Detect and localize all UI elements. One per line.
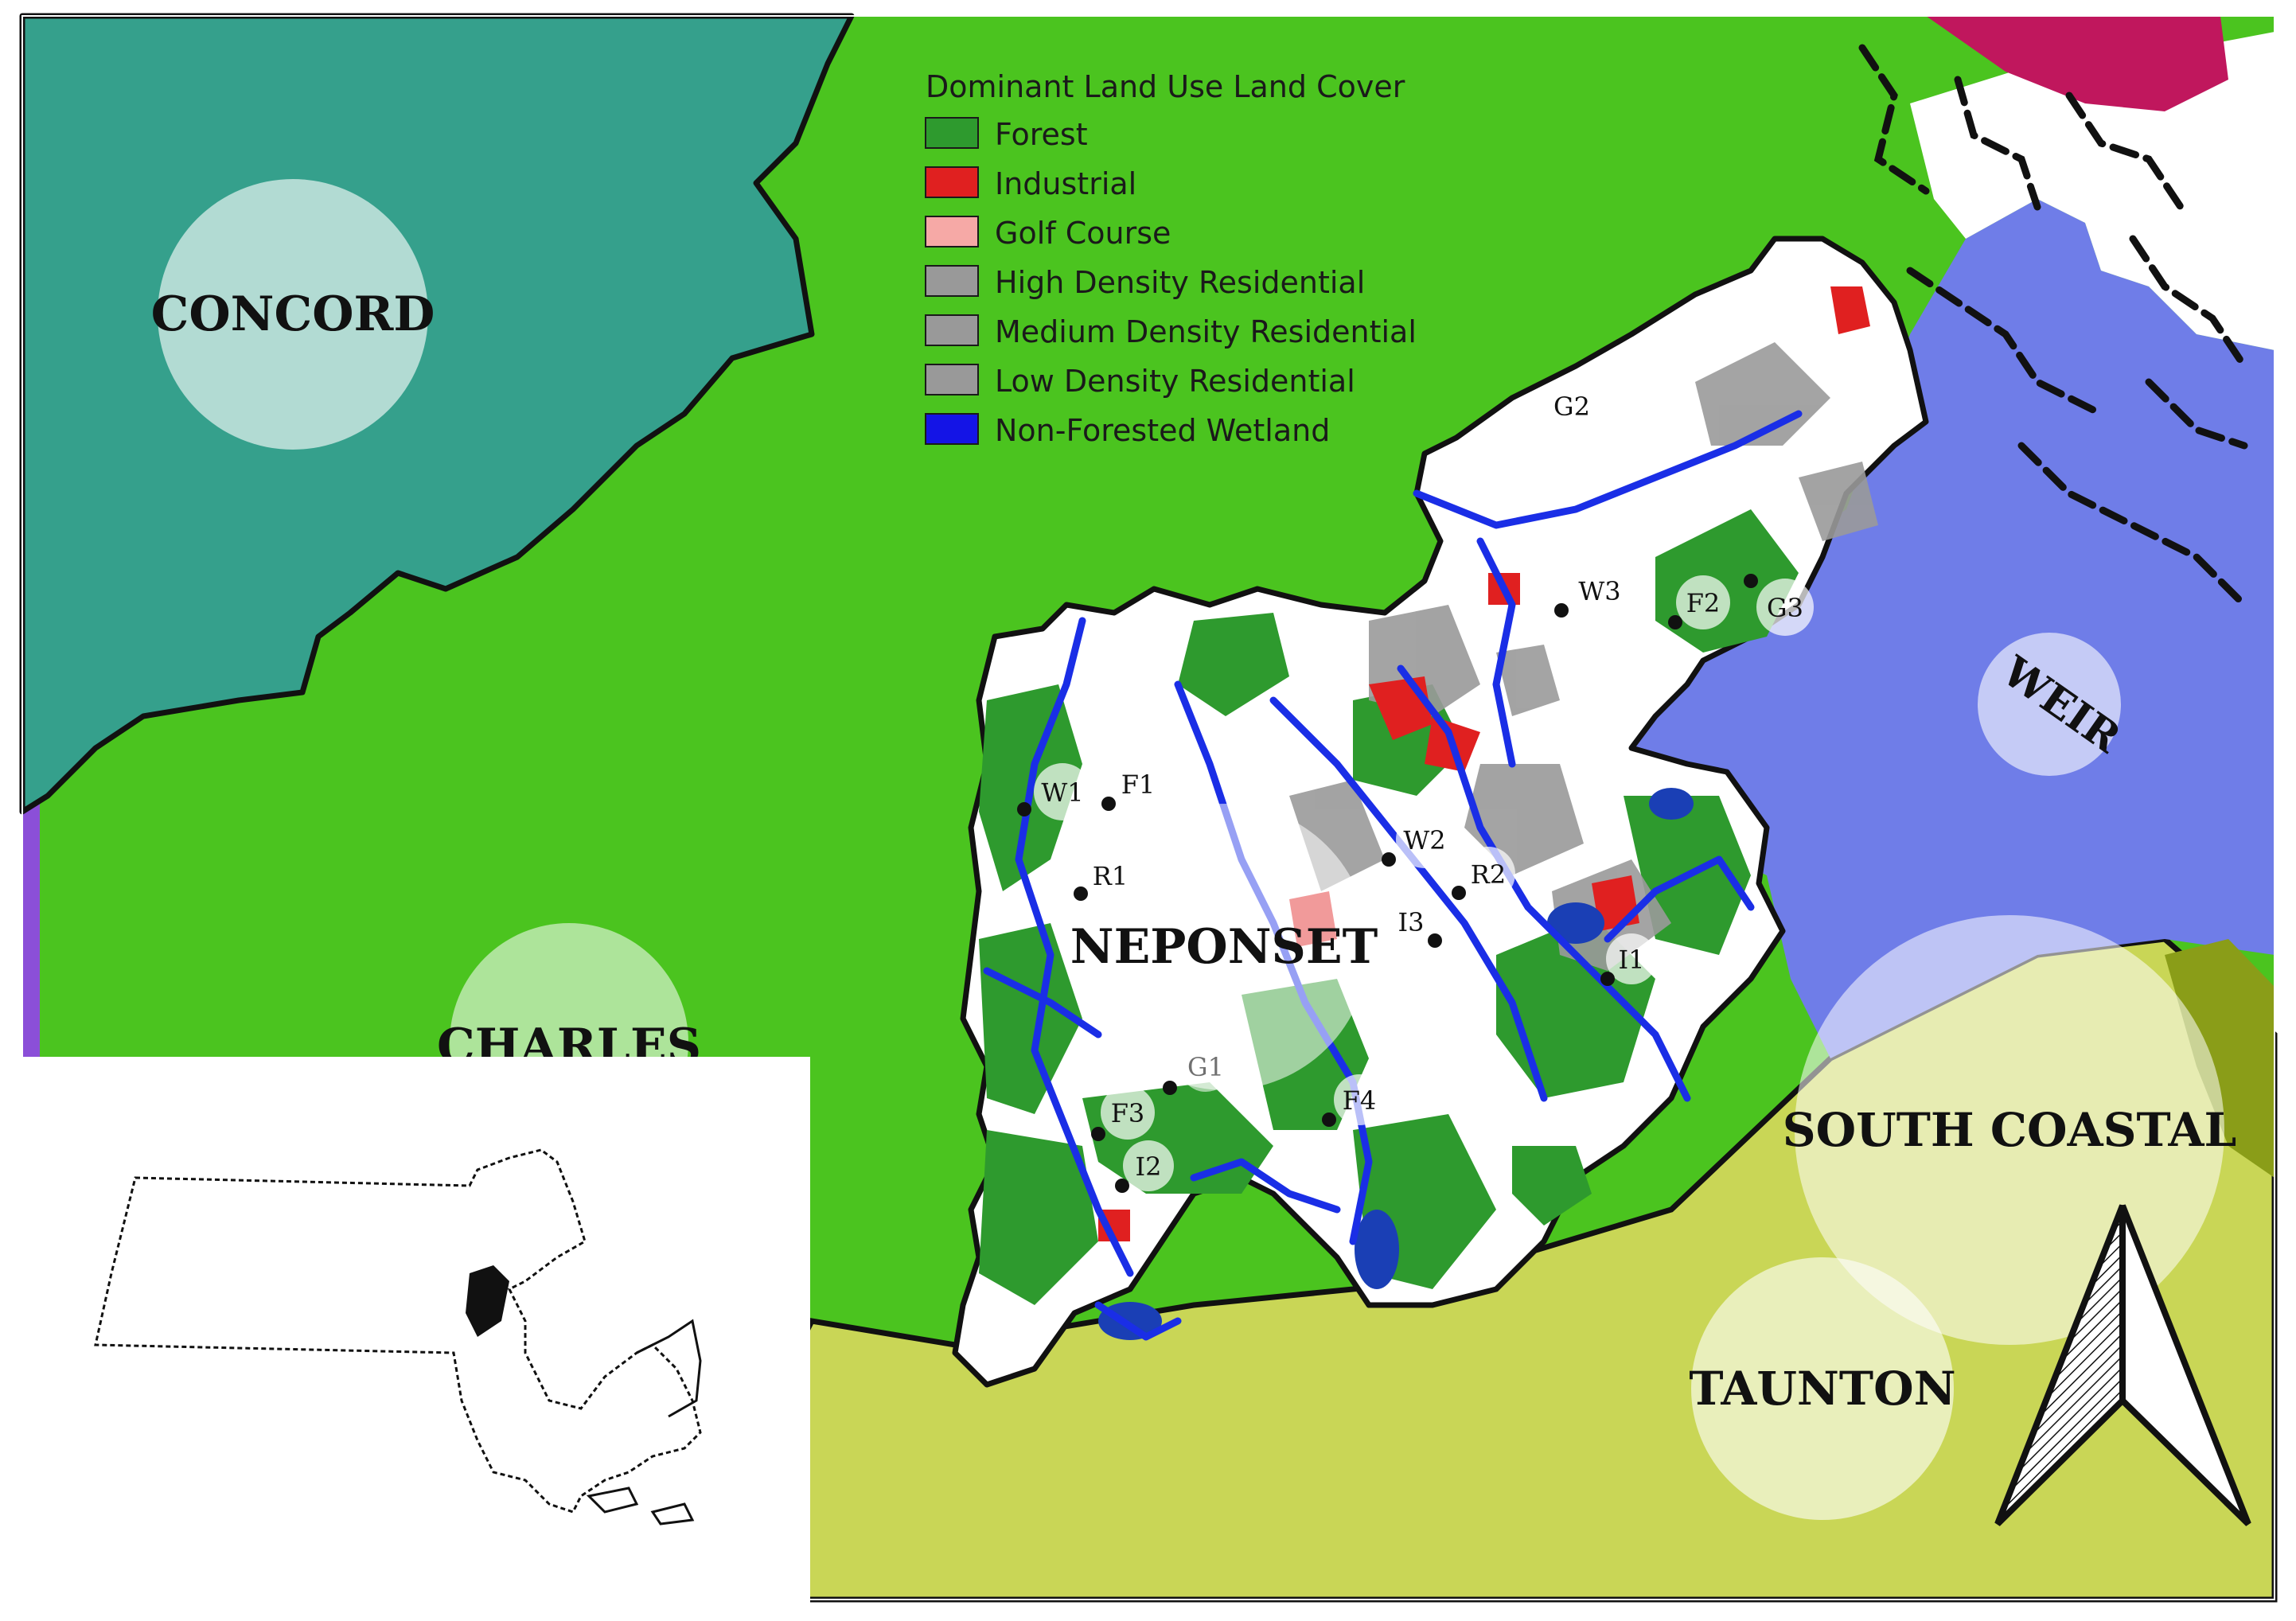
legend-swatch-low-density-residential [925,364,979,396]
legend-label-high-density-residential: High Density Residential [995,265,1365,300]
neponset-marker [1082,804,1369,1090]
legend-item-non-forested-wetland: Non-Forested Wetland [925,413,1330,448]
site-r2-label: R2 [1471,859,1506,890]
north-arrow-icon [1994,1204,2251,1526]
sampling-sites: W1 F1 R1 W2 R2 I3 I1 [1017,377,1814,1193]
site-i1-label: I1 [1619,945,1645,975]
legend-item-low-density-residential: Low Density Residential [925,364,1355,399]
site-g2-label: G2 [1553,392,1590,422]
legend-label-golf-course: Golf Course [995,216,1171,251]
olive-basin-area [2165,939,2275,1178]
legend-item-high-density-residential: High Density Residential [925,265,1365,300]
legend-swatch-forest [925,117,979,149]
site-f3[interactable]: F3 [1091,1085,1155,1141]
neponset-label: NEPONSET [1070,919,1378,975]
site-f1-label: F1 [1121,770,1156,800]
legend-label-forest: Forest [995,117,1088,152]
site-r1-label: R1 [1093,861,1128,891]
coastline-dashes [1858,44,2248,609]
legend-swatch-golf-course [925,216,979,247]
legend-title: Dominant Land Use Land Cover [926,69,1405,104]
inset-map-panel [0,1057,810,1614]
legend-label-low-density-residential: Low Density Residential [995,364,1355,399]
legend-swatch-high-density-residential [925,265,979,297]
legend-swatch-industrial [925,166,979,198]
site-w1[interactable]: W1 [1017,763,1091,820]
legend-label-medium-density-residential: Medium Density Residential [995,314,1417,349]
site-g3[interactable]: G3 [1744,574,1814,636]
concord-label: CONCORD [151,286,435,342]
legend-item-forest: Forest [925,117,1088,152]
legend-item-golf-course: Golf Course [925,216,1171,251]
site-f2[interactable]: F2 [1668,575,1730,629]
site-w2-label: W2 [1403,825,1445,855]
site-f1[interactable]: F1 [1101,757,1165,811]
legend-item-medium-density-residential: Medium Density Residential [925,314,1417,349]
site-w2[interactable]: W2 [1382,811,1453,868]
site-g2[interactable]: G2 [1543,377,1600,434]
weir-marker [1978,633,2121,776]
site-g1-label: G1 [1187,1052,1224,1082]
site-i2[interactable]: I2 [1115,1140,1174,1193]
taunton-marker [1691,1257,1954,1520]
cape-cod-outline [636,1319,702,1418]
magenta-basin-area [1926,16,2228,111]
site-f4[interactable]: F4 [1322,1074,1385,1127]
legend-swatch-non-forested-wetland [925,413,979,445]
legend-swatch-medium-density-residential [925,314,979,346]
site-w3-label: W3 [1578,576,1620,606]
offshore-area [1910,32,2275,350]
neponset-inset-highlight [466,1265,509,1337]
site-g1[interactable]: G1 [1163,1041,1231,1095]
legend: Dominant Land Use Land Cover Forest Indu… [925,69,1417,448]
inset-map [0,1057,810,1614]
site-w3[interactable]: W3 [1554,560,1630,621]
site-g3-label: G3 [1767,593,1803,623]
river-network [983,410,1803,1341]
massachusetts-outline [94,1148,702,1514]
site-f4-label: F4 [1343,1085,1377,1116]
map-frame [21,15,2275,1600]
weir-basin-area [1600,199,2275,1058]
legend-label-industrial: Industrial [995,166,1136,201]
legend-label-non-forested-wetland: Non-Forested Wetland [995,413,1330,448]
site-r1[interactable]: R1 [1074,848,1137,902]
taunton-label: TAUNTON [1689,1362,1955,1416]
concord-marker [158,179,428,450]
south-coastal-label: SOUTH COASTAL [1783,1103,2236,1157]
site-f3-label: F3 [1111,1098,1145,1128]
site-w1-label: W1 [1041,777,1083,808]
site-r2[interactable]: R2 [1452,847,1515,901]
site-i3[interactable]: I3 [1386,896,1442,948]
legend-item-industrial: Industrial [925,166,1136,201]
islands-outline [586,1487,695,1526]
site-f2-label: F2 [1686,588,1721,618]
site-i2-label: I2 [1136,1151,1162,1182]
site-i3-label: I3 [1398,907,1425,937]
site-i1[interactable]: I1 [1600,933,1657,986]
